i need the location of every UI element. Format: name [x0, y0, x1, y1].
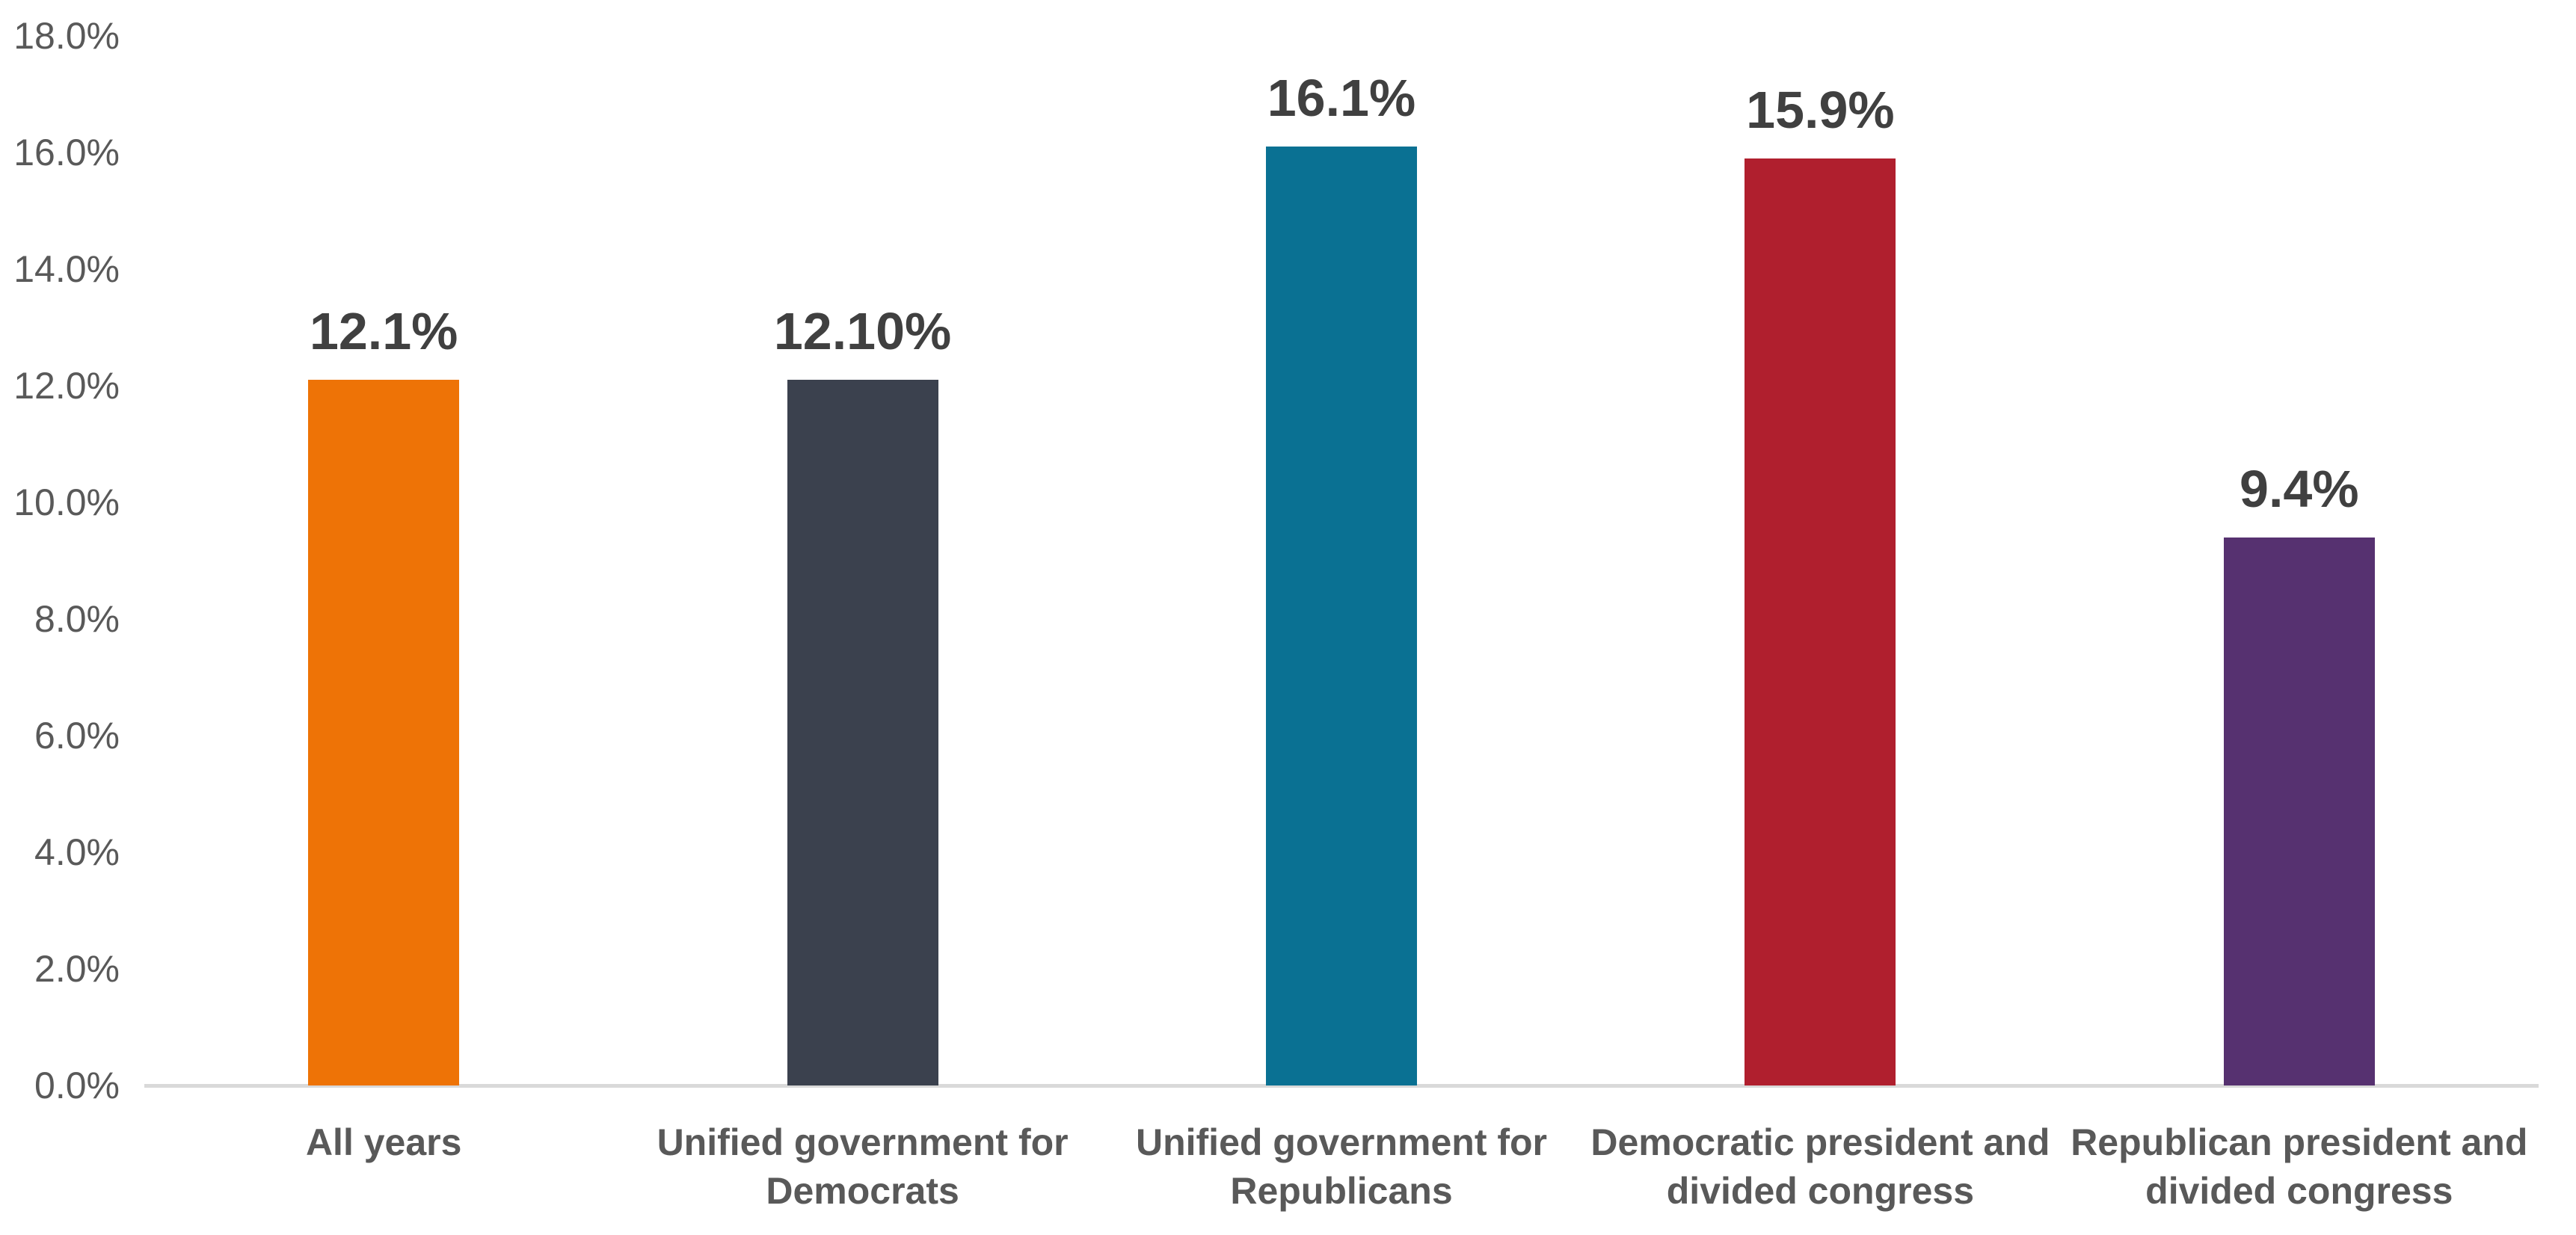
category-label: Unified government for Democrats	[657, 1121, 1069, 1212]
bar-value-label: 15.9%	[1746, 80, 1895, 139]
y-axis-tick-label: 0.0%	[34, 1065, 120, 1106]
y-axis-tick-label: 10.0%	[13, 481, 120, 523]
category-label: Democratic president and divided congres…	[1590, 1121, 2050, 1212]
category-label: All years	[305, 1121, 462, 1163]
bar-all-years	[308, 380, 460, 1085]
bar-value-label: 9.4%	[2240, 459, 2359, 518]
category-label: Republican president and divided congres…	[2071, 1121, 2528, 1212]
y-axis-tick-label: 12.0%	[13, 365, 120, 407]
bar-value-label: 16.1%	[1267, 69, 1416, 128]
x-axis-line	[144, 1084, 2539, 1088]
bar-republican-president-and-divided-congress	[2223, 537, 2375, 1085]
y-axis-tick-label: 14.0%	[13, 248, 120, 290]
y-axis-tick-label: 16.0%	[13, 132, 120, 173]
y-axis-tick-label: 2.0%	[34, 948, 120, 990]
bar-value-label: 12.1%	[309, 302, 458, 361]
category-label: Unified government for Republicans	[1135, 1121, 1548, 1212]
y-axis-tick-label: 6.0%	[34, 715, 120, 757]
y-axis-tick-label: 4.0%	[34, 831, 120, 873]
bar-value-label: 12.10%	[773, 302, 952, 361]
bar-unified-government-for-republicans	[1266, 147, 1417, 1085]
y-axis-tick-label: 8.0%	[34, 598, 120, 640]
bar-democratic-president-and-divided-congress	[1745, 158, 1896, 1085]
y-axis-tick-label: 18.0%	[13, 15, 120, 57]
bar-unified-government-for-democrats	[787, 380, 938, 1085]
